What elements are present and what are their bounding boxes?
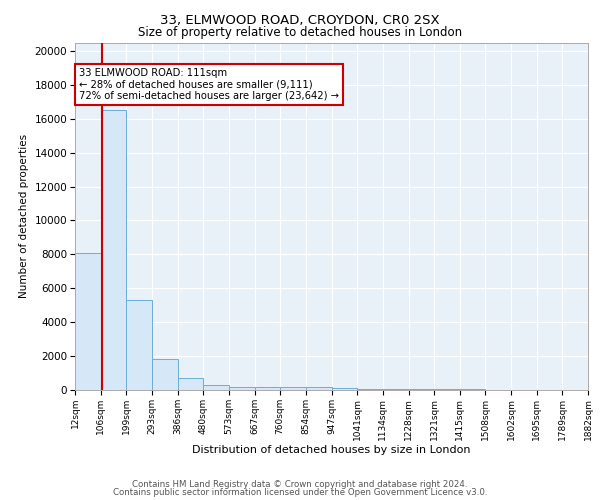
Bar [409, 389, 434, 390]
Bar [357, 388, 383, 390]
X-axis label: Distribution of detached houses by size in London: Distribution of detached houses by size … [192, 446, 471, 456]
Text: Size of property relative to detached houses in London: Size of property relative to detached ho… [138, 26, 462, 39]
Bar [229, 386, 254, 390]
Bar [101, 110, 127, 390]
Text: Contains public sector information licensed under the Open Government Licence v3: Contains public sector information licen… [113, 488, 487, 497]
Bar [127, 300, 152, 390]
Y-axis label: Number of detached properties: Number of detached properties [19, 134, 29, 298]
Bar [331, 388, 357, 390]
Text: 33, ELMWOOD ROAD, CROYDON, CR0 2SX: 33, ELMWOOD ROAD, CROYDON, CR0 2SX [160, 14, 440, 27]
Bar [75, 252, 101, 390]
Text: Contains HM Land Registry data © Crown copyright and database right 2024.: Contains HM Land Registry data © Crown c… [132, 480, 468, 489]
Bar [383, 389, 409, 390]
Text: 33 ELMWOOD ROAD: 111sqm
← 28% of detached houses are smaller (9,111)
72% of semi: 33 ELMWOOD ROAD: 111sqm ← 28% of detache… [79, 68, 338, 101]
Bar [280, 387, 306, 390]
Bar [203, 385, 229, 390]
Bar [152, 358, 178, 390]
Bar [254, 386, 280, 390]
Bar [306, 388, 331, 390]
Bar [178, 378, 203, 390]
